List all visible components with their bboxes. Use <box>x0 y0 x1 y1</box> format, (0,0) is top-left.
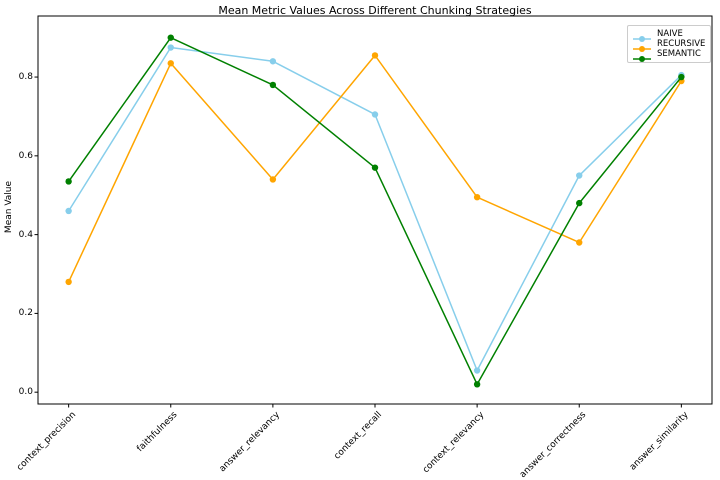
chart-title: Mean Metric Values Across Different Chun… <box>218 4 532 17</box>
legend-label: NAIVE <box>657 29 683 39</box>
y-tick-label: 0.8 <box>18 72 33 83</box>
data-point-semantic-answer_correctness <box>576 199 583 207</box>
legend-item-semantic: SEMANTIC <box>632 49 705 62</box>
data-point-recursive-context_precision <box>65 278 72 286</box>
series-line-naive <box>68 46 682 372</box>
data-point-semantic-context_precision <box>65 178 72 185</box>
legend-label: RECURSIVE <box>657 39 706 49</box>
data-point-recursive-answer_correctness <box>576 239 583 246</box>
legend-label: SEMANTIC <box>657 49 701 59</box>
legend: NAIVE RECURSIVE SEMANTIC <box>627 25 711 63</box>
data-point-naive-faithfulness <box>167 44 174 51</box>
data-point-semantic-context_recall <box>371 164 379 171</box>
data-point-semantic-faithfulness <box>167 34 174 41</box>
data-point-recursive-context_relevancy <box>473 193 481 201</box>
legend-marker-icon <box>632 29 652 42</box>
y-tick-label: 0.4 <box>18 229 33 240</box>
data-point-recursive-context_recall <box>371 52 379 59</box>
legend-marker-icon <box>632 39 652 52</box>
y-tick-label: 0.6 <box>18 150 33 161</box>
axes-frame <box>37 15 713 405</box>
data-point-semantic-context_relevancy <box>473 381 481 388</box>
y-tick-label: 0.0 <box>18 387 33 398</box>
data-point-semantic-answer_similarity <box>678 73 685 81</box>
data-point-naive-answer_correctness <box>576 172 583 179</box>
data-point-naive-answer_relevancy <box>269 58 277 65</box>
data-point-semantic-answer_relevancy <box>269 81 277 89</box>
data-point-naive-context_recall <box>371 111 379 118</box>
legend-marker-icon <box>632 49 652 62</box>
legend-item-recursive: RECURSIVE <box>632 39 706 52</box>
series-line-semantic <box>68 36 682 386</box>
y-tick-label: 0.2 <box>18 308 33 319</box>
data-point-naive-context_relevancy <box>473 367 481 374</box>
data-point-naive-context_precision <box>65 207 72 215</box>
data-point-recursive-faithfulness <box>167 60 174 67</box>
data-point-recursive-answer_relevancy <box>269 176 277 183</box>
legend-item-naive: NAIVE <box>632 29 705 42</box>
